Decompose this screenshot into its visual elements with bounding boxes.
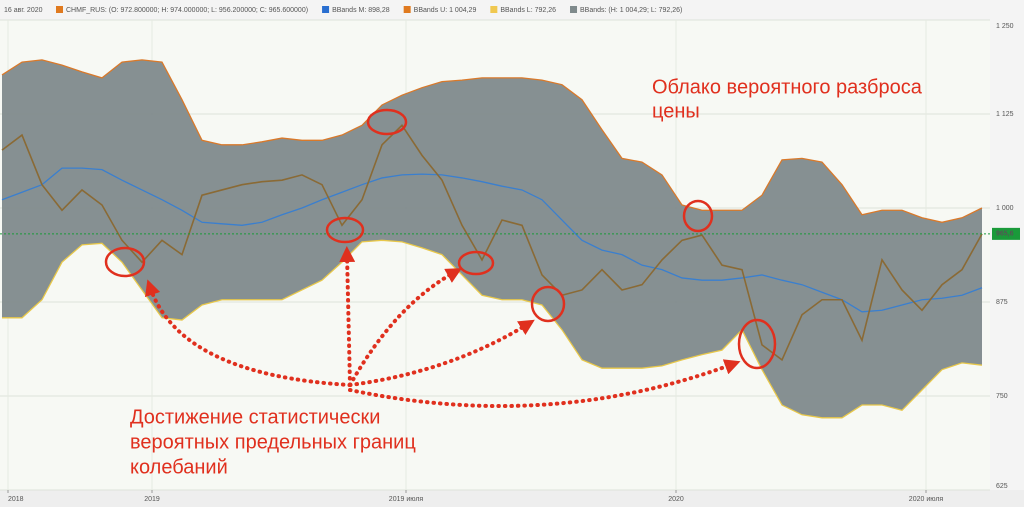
circle xyxy=(530,285,566,323)
circle xyxy=(682,199,714,233)
x-tick-label: 2019 июля xyxy=(389,496,424,503)
y-axis-bar xyxy=(990,20,1024,490)
arrow xyxy=(339,246,356,387)
y-tick-label: 750 xyxy=(996,393,1008,400)
last-price-box xyxy=(992,227,1020,240)
annotation: Достижение статистически xyxy=(130,406,380,428)
arrows xyxy=(145,246,741,408)
legend-name: BBands L xyxy=(500,7,530,14)
legend-entry: BBands L: 792,26 xyxy=(500,7,556,14)
annotation: вероятных предельных границ xyxy=(130,431,416,453)
legend-entry: BBands U: 1 004,29 xyxy=(414,7,477,14)
x-tick-label: 2020 июля xyxy=(909,496,944,503)
legend-swatch xyxy=(56,6,63,13)
legend-entry: CHMF_RUS: (O: 972.800000; H: 974.000000;… xyxy=(66,7,308,14)
legend-swatch xyxy=(322,6,330,13)
axes: 625 750 875 1 000 1 125 1 250 2018 2019 2019 июл… xyxy=(7,23,1020,503)
annotation: колебаний xyxy=(130,456,228,478)
last-price-label: 965,6 xyxy=(996,231,1014,238)
series-line xyxy=(1,59,983,223)
y-tick-label: 1 000 xyxy=(996,205,1014,212)
x-axis-bar xyxy=(0,490,1024,507)
legend-swatch xyxy=(570,6,578,13)
y-tick-label: 1 250 xyxy=(996,23,1014,30)
y-tick-label: 625 xyxy=(996,483,1008,490)
circle xyxy=(457,250,495,276)
legend-name: BBands U xyxy=(414,7,446,14)
legend-value: : (O: 972.800000; H: 974.000000; L: 956.… xyxy=(105,7,308,14)
legend-value: : 1 004,29 xyxy=(445,7,476,14)
highlight-circles xyxy=(104,108,777,370)
legend-value: : 792,26 xyxy=(531,7,556,14)
plot xyxy=(0,59,990,419)
annotation: цены xyxy=(652,100,700,122)
legend-swatch xyxy=(403,6,411,13)
legend-entry: BBands: (H: 1 004,29; L: 792,26) xyxy=(580,7,682,14)
legend-name: BBands M xyxy=(332,7,364,14)
arrow xyxy=(348,319,535,387)
x-tick-label: 2019 xyxy=(144,496,160,503)
circle xyxy=(366,108,408,136)
y-tick-label: 875 xyxy=(996,299,1008,306)
header-bar xyxy=(0,0,1024,20)
header: 16 авг. 2020 CHMF_RUS: (O: 972.800000; H… xyxy=(4,6,682,14)
circle xyxy=(325,216,365,244)
legend-entry: BBands M: 898,28 xyxy=(332,7,390,14)
arrow xyxy=(348,268,463,387)
circle xyxy=(737,318,777,370)
x-tick-label: 2020 xyxy=(668,496,684,503)
y-tick-label: 1 125 xyxy=(996,111,1014,118)
series-line xyxy=(1,124,983,362)
legend-value: : 898,28 xyxy=(364,7,389,14)
header-date: 16 авг. 2020 xyxy=(4,7,43,14)
annotation: Облако вероятного разброса xyxy=(652,76,923,98)
x-tick-label: 2018 xyxy=(8,496,24,503)
arrow xyxy=(145,279,352,387)
legend-name: CHMF_RUS xyxy=(66,7,105,14)
series-line xyxy=(1,167,983,313)
legend-swatch xyxy=(490,6,498,13)
arrow xyxy=(348,359,741,408)
circle xyxy=(104,246,146,278)
